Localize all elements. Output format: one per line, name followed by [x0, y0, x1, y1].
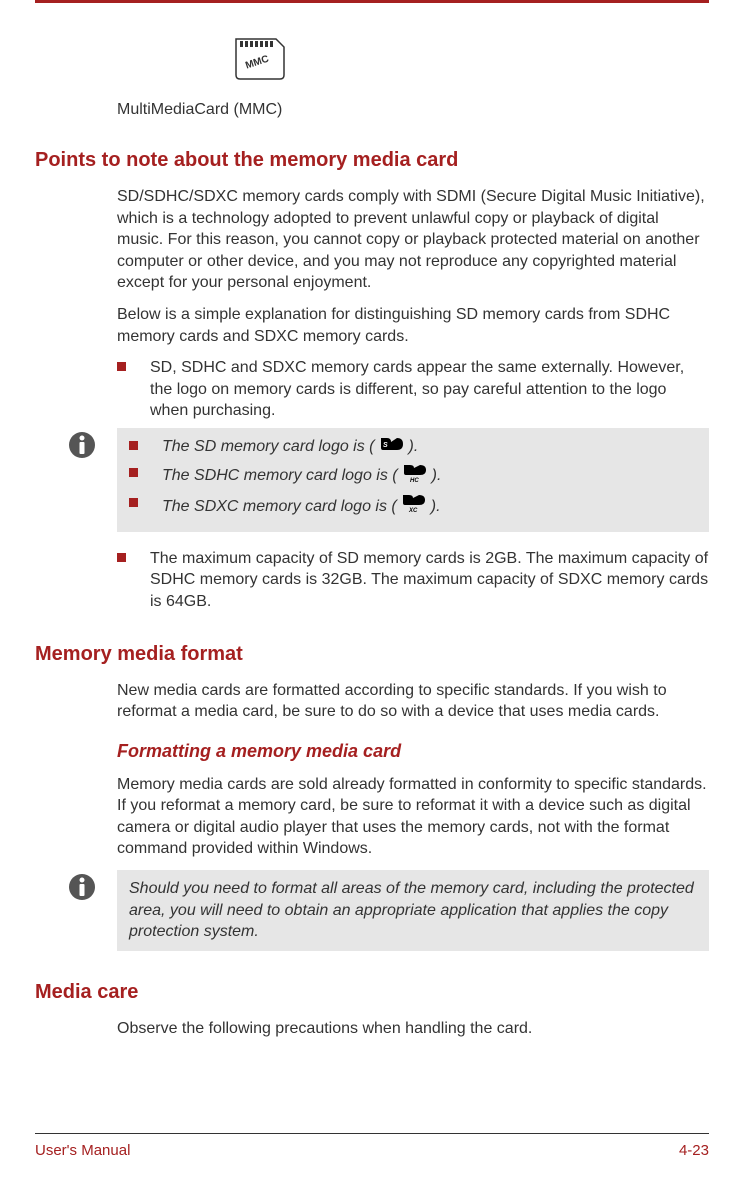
bullet-marker-icon	[129, 468, 138, 477]
info-sd-post: ).	[409, 436, 419, 458]
section2-p1: New media cards are formatted according …	[117, 680, 709, 723]
info-sdxc-post: ).	[431, 496, 441, 518]
info-sd-text: The SD memory card logo is ( S ).	[162, 436, 418, 459]
bullet-marker-icon	[129, 441, 138, 450]
section2-sub-heading: Formatting a memory media card	[117, 741, 709, 762]
section2-p2: Memory media cards are sold already form…	[117, 774, 709, 860]
section3-heading: Media care	[35, 981, 709, 1004]
mmc-card-icon: MMC	[230, 35, 290, 83]
section1-bullet2: The maximum capacity of SD memory cards …	[117, 548, 709, 613]
info-icon	[67, 430, 97, 460]
info-content: Should you need to format all areas of t…	[117, 870, 709, 951]
footer-row: User's Manual 4-23	[35, 1142, 709, 1159]
info-sdhc-text: The SDHC memory card logo is ( HC ).	[162, 463, 441, 490]
svg-text:HC: HC	[410, 478, 419, 483]
info-sdhc-pre: The SDHC memory card logo is (	[162, 465, 398, 487]
page-content: MMC MultiMediaCard (MMC) Points to note …	[35, 30, 709, 1109]
section1-p1: SD/SDHC/SDXC memory cards comply with SD…	[117, 186, 709, 294]
bullet-marker-icon	[117, 553, 126, 562]
info-sd-pre: The SD memory card logo is (	[162, 436, 375, 458]
svg-text:XC: XC	[408, 508, 418, 513]
bullet-marker-icon	[117, 362, 126, 371]
svg-text:MMC: MMC	[244, 54, 270, 72]
info-icon	[67, 872, 97, 902]
info-content: The SD memory card logo is ( S ). The SD…	[117, 428, 709, 532]
section1-info-box: The SD memory card logo is ( S ). The SD…	[35, 428, 709, 532]
section1-bullet2-text: The maximum capacity of SD memory cards …	[150, 548, 709, 613]
info-sdxc-text: The SDXC memory card logo is ( XC ).	[162, 493, 441, 520]
top-border	[35, 0, 709, 3]
info-bullet-sdhc: The SDHC memory card logo is ( HC ).	[129, 463, 697, 490]
mmc-caption: MultiMediaCard (MMC)	[117, 101, 709, 119]
footer: User's Manual 4-23	[35, 1133, 709, 1159]
section1-p2: Below is a simple explanation for distin…	[117, 304, 709, 347]
section2-heading: Memory media format	[35, 643, 709, 666]
footer-right: 4-23	[679, 1142, 709, 1159]
sd-logo-icon: S	[379, 436, 405, 459]
footer-rule	[35, 1133, 709, 1134]
section1-bullet1: SD, SDHC and SDXC memory cards appear th…	[117, 357, 709, 422]
bullet-marker-icon	[129, 498, 138, 507]
section3-p1: Observe the following precautions when h…	[117, 1018, 709, 1040]
sdxc-logo-icon: XC	[401, 493, 427, 520]
section2-info-text: Should you need to format all areas of t…	[129, 878, 697, 943]
section1-bullet1-text: SD, SDHC and SDXC memory cards appear th…	[150, 357, 709, 422]
footer-left: User's Manual	[35, 1142, 130, 1159]
info-bullet-sdxc: The SDXC memory card logo is ( XC ).	[129, 493, 697, 520]
info-sdhc-post: ).	[432, 465, 442, 487]
section2-info-box: Should you need to format all areas of t…	[35, 870, 709, 951]
sdhc-logo-icon: HC	[402, 463, 428, 490]
section1-heading: Points to note about the memory media ca…	[35, 149, 709, 172]
svg-text:S: S	[383, 442, 388, 449]
info-sdxc-pre: The SDXC memory card logo is (	[162, 496, 397, 518]
info-bullet-sd: The SD memory card logo is ( S ).	[129, 436, 697, 459]
